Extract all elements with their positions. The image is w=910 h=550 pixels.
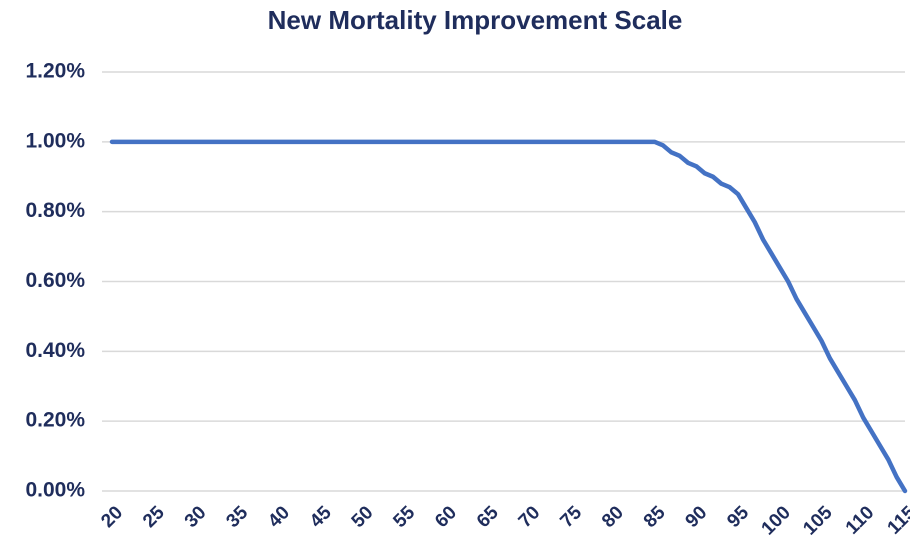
y-tick-label: 1.00% (25, 129, 85, 152)
y-tick-label: 1.20% (25, 60, 85, 83)
y-tick-label: 0.60% (25, 269, 85, 292)
x-tick-label: 50 (348, 502, 378, 532)
chart-title: New Mortality Improvement Scale (268, 5, 683, 35)
x-tick-label: 30 (181, 502, 211, 532)
x-tick-label: 100 (758, 502, 795, 539)
y-tick-label: 0.80% (25, 199, 85, 222)
x-tick-label: 35 (222, 502, 252, 532)
x-tick-label: 25 (139, 502, 169, 532)
y-tick-label: 0.20% (25, 409, 85, 432)
line (109, 139, 908, 494)
x-tick-label: 75 (556, 502, 586, 532)
x-tick-label: 65 (473, 502, 503, 532)
x-tick-label: 85 (640, 502, 670, 532)
y-tick-label: 0.00% (25, 479, 85, 502)
x-tick-label: 20 (97, 502, 127, 532)
x-tick-label: 40 (264, 502, 294, 532)
x-tick-label: 115 (884, 502, 910, 539)
y-tick-label: 0.40% (25, 339, 85, 362)
x-tick-label: 80 (598, 502, 628, 532)
x-tick-label: 45 (306, 502, 336, 532)
x-tick-label: 60 (431, 502, 461, 532)
x-tick-label: 70 (515, 502, 545, 532)
x-tick-label: 95 (723, 502, 753, 532)
x-tick-label: 90 (682, 502, 712, 532)
x-tick-label: 110 (842, 502, 879, 539)
x-tick-label: 105 (799, 502, 837, 540)
x-tick-label: 55 (389, 502, 419, 532)
